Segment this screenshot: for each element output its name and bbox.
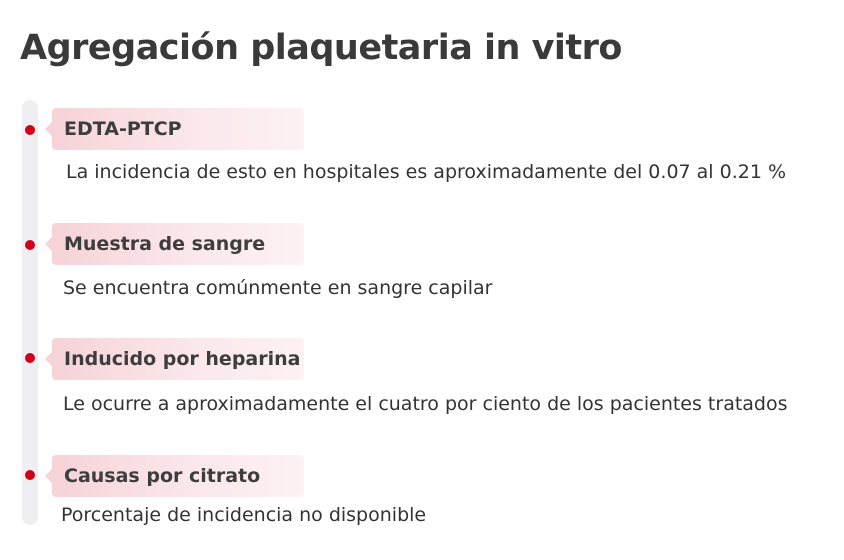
item-description: Le ocurre a aproximadamente el cuatro po… <box>63 393 788 415</box>
item-label: Causas por citrato <box>64 465 261 487</box>
item-description: Se encuentra comúnmente en sangre capila… <box>63 277 493 299</box>
item-description: La incidencia de esto en hospitales es a… <box>66 161 787 183</box>
timeline-dot <box>25 125 35 135</box>
item-label: Inducido por heparina <box>64 348 301 370</box>
timeline-dot <box>25 470 35 480</box>
item-label: EDTA-PTCP <box>64 118 182 140</box>
item-label-tag: Causas por citrato <box>45 455 304 497</box>
item-label-tag: EDTA-PTCP <box>45 108 304 150</box>
item-label-tag: Inducido por heparina <box>45 338 304 380</box>
item-label-tag: Muestra de sangre <box>45 223 304 265</box>
item-label: Muestra de sangre <box>64 233 266 255</box>
page-title: Agregación plaquetaria in vitro <box>20 28 622 68</box>
timeline-dot <box>25 353 35 363</box>
item-description: Porcentaje de incidencia no disponible <box>61 504 427 526</box>
timeline-dot <box>25 240 35 250</box>
timeline-rail <box>22 100 38 525</box>
